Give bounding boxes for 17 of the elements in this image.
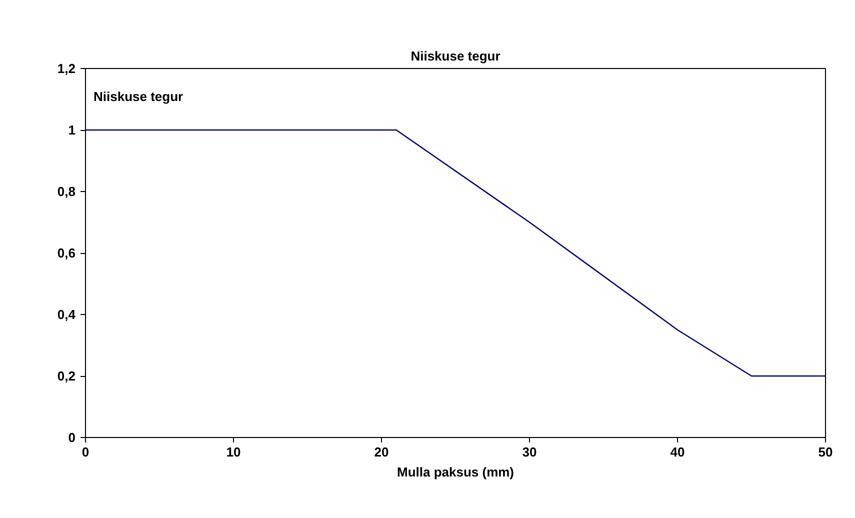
annotation: Niiskuse tegur bbox=[94, 89, 184, 104]
y-tick-label: 0,8 bbox=[57, 184, 76, 199]
x-tick-label: 30 bbox=[522, 444, 537, 460]
x-tick-label: 20 bbox=[374, 444, 389, 460]
y-tick-label: 1 bbox=[68, 122, 76, 138]
line-series bbox=[86, 129, 826, 377]
x-tick-label: 10 bbox=[226, 444, 241, 460]
x-tick-label: 40 bbox=[670, 444, 685, 460]
y-tick-label: 0,6 bbox=[57, 246, 76, 260]
y-tick-label: 0,2 bbox=[57, 368, 76, 384]
x-axis-title: Mulla paksus (mm) bbox=[396, 464, 514, 480]
y-tick-label: 1,2 bbox=[57, 61, 76, 76]
y-tick-label: 0 bbox=[68, 430, 76, 445]
x-tick-label: 50 bbox=[818, 444, 833, 460]
y-tick-label: 0,4 bbox=[57, 307, 76, 322]
x-tick-label: 0 bbox=[82, 444, 90, 460]
chart-title: Niiskuse tegur bbox=[410, 48, 500, 64]
